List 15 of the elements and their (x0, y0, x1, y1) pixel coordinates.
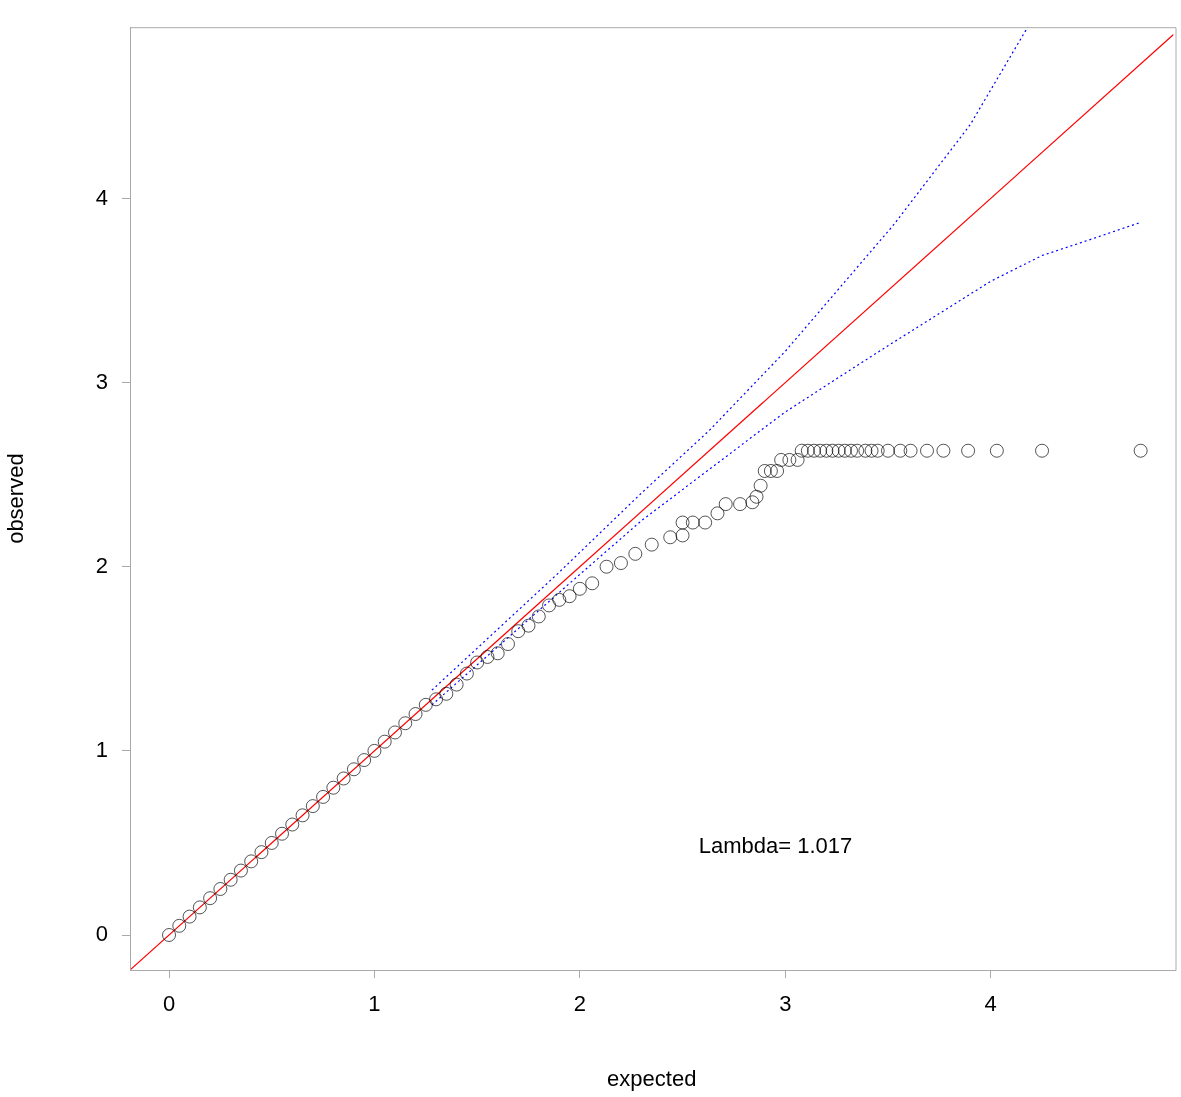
x-tick-label: 1 (368, 991, 381, 1017)
line-series (431, 221, 1142, 706)
x-tick-label: 3 (779, 991, 792, 1017)
y-axis-title: observed (3, 453, 29, 544)
x-tick-label: 0 (162, 991, 176, 1017)
y-tick-label: 3 (95, 368, 108, 394)
x-tick-label: 4 (984, 991, 997, 1017)
line-series (431, 27, 1029, 691)
y-tick-label: 4 (95, 184, 108, 210)
y-tick-label: 0 (95, 921, 108, 947)
y-tick-label: 1 (95, 736, 108, 762)
y-tick-label: 2 (95, 552, 108, 578)
x-tick-label: 2 (573, 991, 586, 1017)
x-axis-title: expected (607, 1065, 697, 1091)
annotation: Lambda= 1.017 (698, 833, 853, 859)
